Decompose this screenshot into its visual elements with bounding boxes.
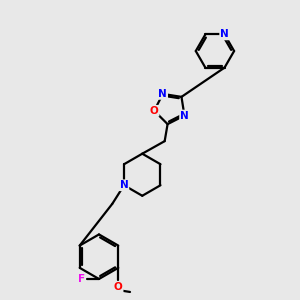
- Text: N: N: [220, 29, 229, 39]
- Text: O: O: [150, 106, 159, 116]
- Text: O: O: [114, 282, 123, 292]
- Text: N: N: [120, 180, 128, 190]
- Text: N: N: [158, 89, 167, 99]
- Text: F: F: [78, 274, 85, 284]
- Text: N: N: [180, 110, 189, 121]
